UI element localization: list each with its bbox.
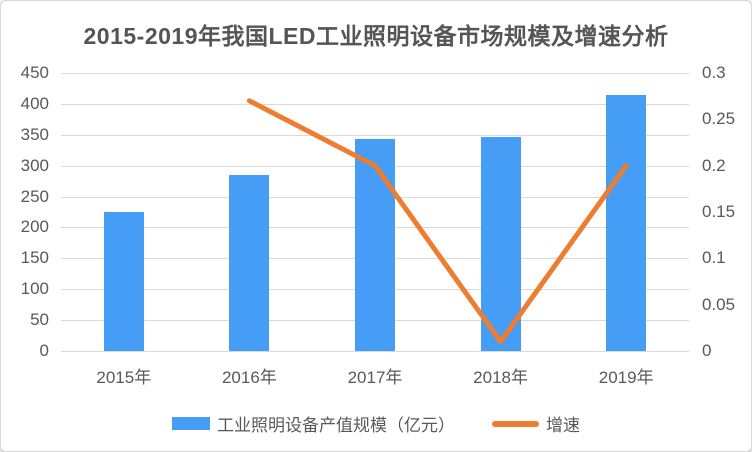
gridline [61, 103, 689, 105]
bar-2018年 [480, 136, 521, 351]
right-axis-tick-label: 0.15 [702, 202, 736, 221]
x-axis-label: 2015年 [96, 368, 152, 387]
left-axis-tick-label: 200 [20, 217, 49, 237]
left-axis-tick-label: 350 [20, 124, 49, 144]
left-axis-tick-label: 100 [20, 279, 49, 299]
bar-2015年 [103, 212, 144, 351]
legend-item-line: 增速 [492, 411, 580, 436]
x-axis-label: 2019年 [598, 368, 654, 387]
line-series-swatch [492, 420, 539, 427]
growth-line [246, 98, 629, 345]
left-axis-tick-label: 250 [20, 186, 49, 206]
left-axis-tick-label: 450 [20, 63, 49, 82]
legend-label-bars: 工业照明设备产值规模（亿元） [217, 416, 455, 435]
legend-label-line: 增速 [546, 416, 580, 435]
right-axis-tick-label: 0 [702, 341, 712, 360]
bar-series-swatch [172, 417, 210, 430]
gridline [61, 134, 689, 136]
gridline [61, 351, 689, 352]
left-axis-tick-label: 300 [20, 155, 49, 175]
right-axis-tick-label: 0.05 [702, 294, 736, 314]
x-axis-label: 2018年 [473, 368, 528, 387]
gridline [61, 73, 689, 74]
bar-2019年 [606, 94, 647, 351]
left-axis-tick-label: 50 [30, 310, 49, 330]
plot-area [61, 73, 689, 352]
bar-2017年 [355, 139, 395, 351]
chart-title: 2015-2019年我国LED工业照明设备市场规模及增速分析 [83, 23, 669, 49]
right-axis-tick-label: 0.3 [702, 63, 726, 82]
bar-2016年 [229, 174, 270, 351]
right-axis-tick-label: 0.1 [702, 248, 726, 268]
left-axis-tick-label: 0 [39, 341, 49, 360]
legend-item-bars: 工业照明设备产值规模（亿元） [172, 411, 455, 436]
x-axis-label: 2016年 [221, 368, 277, 387]
legend: 工业照明设备产值规模（亿元） 增速 [1, 411, 751, 436]
left-axis-tick-label: 400 [20, 93, 49, 113]
right-axis-tick-label: 0.25 [702, 109, 736, 129]
right-axis-tick-label: 0.2 [702, 155, 726, 175]
left-axis-tick-label: 150 [20, 248, 49, 268]
x-axis-label: 2017年 [347, 368, 403, 387]
